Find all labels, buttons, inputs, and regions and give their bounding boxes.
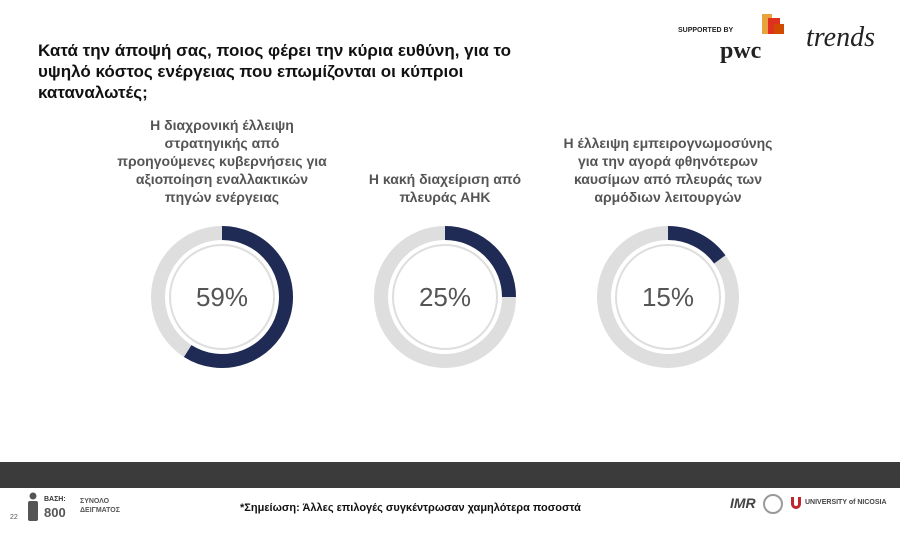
donut-chart: 59% [151, 226, 293, 368]
note: *Σημείωση: Άλλες επιλογές συγκέντρωσαν χ… [240, 502, 581, 514]
category-label: Η διαχρονική έλλειψη στρατηγικής από προ… [117, 117, 327, 205]
slide-title: Κατά την άποψή σας, ποιος φέρει την κύρι… [38, 41, 512, 102]
donut-inner-ring [169, 244, 275, 350]
supported-by: SUPPORTED BY [678, 27, 734, 34]
footer-band [0, 462, 900, 488]
value-label: 15% [642, 282, 694, 312]
donut-chart: 15% [597, 226, 739, 368]
category-label: Η κακή διαχείριση από πλευράς ΑΗΚ [368, 171, 522, 205]
pwc-mark [762, 14, 784, 34]
category-label: Η έλλειψη εμπειρογνωμοσύνης για την αγορ… [563, 135, 773, 205]
base-value: 800 [44, 505, 66, 520]
base-caption: ΣΥΝΟΛΟ ΔΕΙΓΜΑΤΟΣ [80, 498, 120, 514]
base-label: ΒΑΣΗ: [44, 496, 66, 503]
donut-inner-ring [615, 244, 721, 350]
donut-arc [183, 226, 293, 368]
university-logo: UNIVERSITY of NICOSIA [805, 499, 887, 506]
donut-chart: 25% [374, 226, 516, 368]
donut-inner-ring [392, 244, 498, 350]
donut-arc [667, 226, 726, 264]
imr-logo: IMR [730, 495, 756, 511]
value-label: 59% [196, 282, 248, 312]
brand-logo: trends [806, 22, 875, 53]
sponsor-logo: pwc [720, 38, 762, 64]
value-label: 25% [419, 282, 471, 312]
unic-mark [791, 497, 801, 509]
page-number: 22 [10, 514, 18, 521]
person-icon [28, 492, 38, 521]
donut-arc [444, 226, 516, 298]
anniversary-badge [763, 494, 783, 514]
